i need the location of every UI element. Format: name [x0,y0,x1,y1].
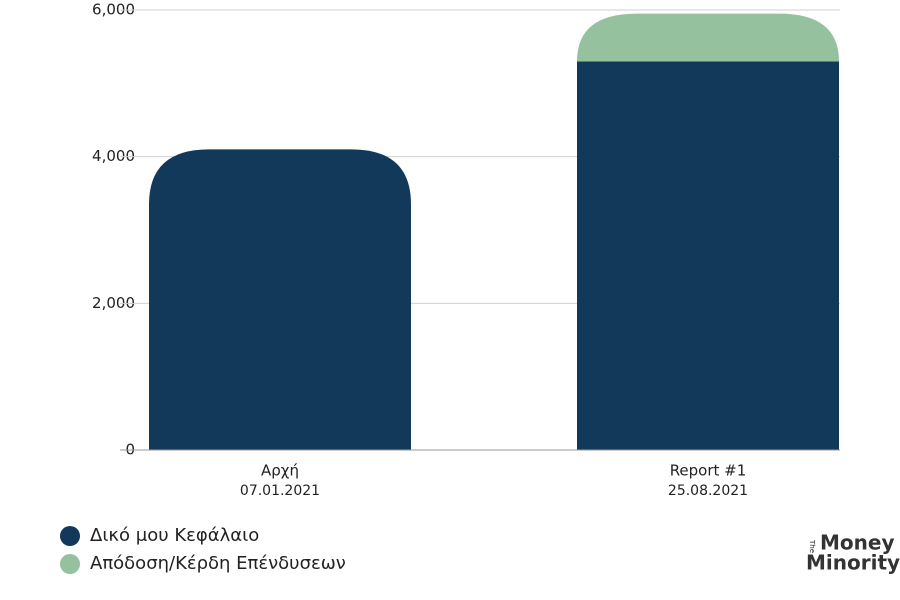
x-tick-sublabel: 07.01.2021 [240,483,320,499]
x-tick-label: Report #1 [670,462,747,480]
legend-label: Δικό μου Κεφάλαιο [90,525,259,546]
y-tick-label: 2,000 [92,294,135,312]
legend-swatch [60,554,80,574]
bar-segment [149,149,411,451]
legend-swatch [60,526,80,546]
y-tick-label: 6,000 [92,1,135,19]
bar-segment [577,61,839,450]
logo-line1: Money [820,531,894,555]
logo-small: The [808,539,816,553]
y-tick-label: 4,000 [92,147,135,165]
legend-label: Απόδοση/Κέρδη Επένδυσεων [90,553,346,574]
x-tick-sublabel: 25.08.2021 [668,483,748,499]
x-tick-label: Αρχή [261,462,299,480]
logo-line2: Minority [806,551,900,575]
bar-segment [577,13,839,62]
